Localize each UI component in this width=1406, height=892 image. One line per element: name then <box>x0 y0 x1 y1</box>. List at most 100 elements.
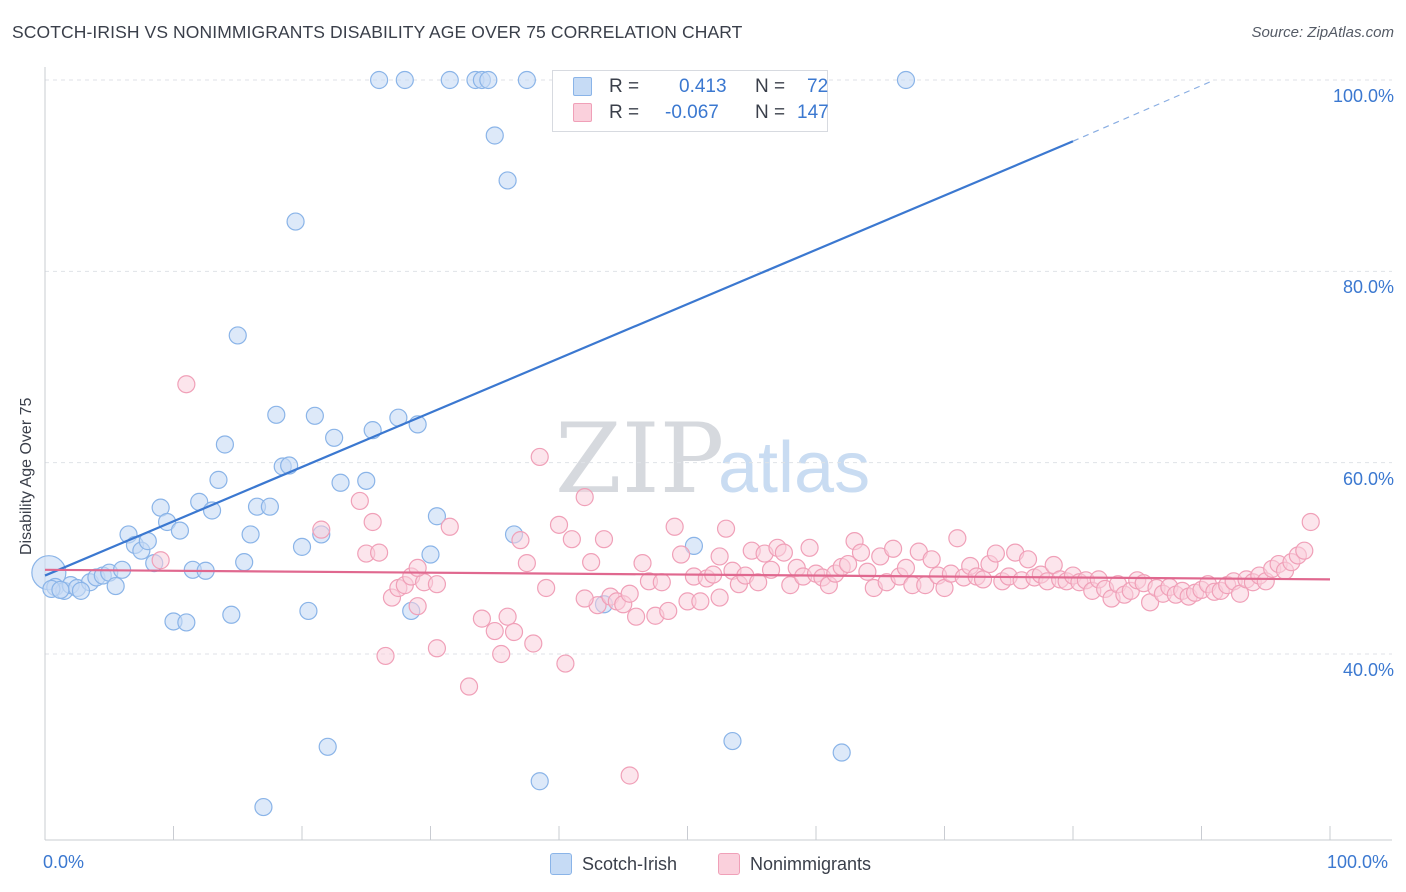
nonimmigrants-point <box>896 558 916 578</box>
scotch-irish-point <box>357 471 376 490</box>
nonimmigrants-point <box>427 639 447 658</box>
scotch-irish-point <box>723 731 742 751</box>
nonimmigrants-point <box>537 578 556 598</box>
nonimmigrants-point <box>151 551 170 570</box>
nonimmigrants-point <box>530 447 549 467</box>
scotch-irish-point <box>325 428 344 447</box>
scotch-irish-trend-line <box>44 140 1074 577</box>
scotch-irish-swatch <box>550 853 572 875</box>
trend-lines <box>44 79 1331 581</box>
nonimmigrants-point <box>575 488 594 507</box>
nonimmigrants-point <box>1018 550 1038 569</box>
y-tick-label: 80.0% <box>1342 277 1394 298</box>
nonimmigrants-point <box>691 592 710 611</box>
scotch-irish-point <box>684 536 704 555</box>
nonimmigrants-swatch <box>718 853 740 875</box>
nonimmigrants-trend-line <box>44 568 1331 581</box>
scotch-irish-point <box>440 70 459 90</box>
scotch-irish-point <box>331 473 350 492</box>
scotch-irish-point <box>106 576 125 596</box>
series-scotch-irish-points <box>31 70 916 817</box>
scotch-irish-point <box>71 581 91 600</box>
scotch-irish-point <box>305 406 324 425</box>
x-tick-label-max: 100.0% <box>1327 852 1389 872</box>
y-tick-label: 40.0% <box>1342 660 1394 680</box>
nonimmigrants-point <box>665 517 684 536</box>
nonimmigrants-point <box>1295 541 1314 560</box>
nonimmigrants-point <box>749 573 768 592</box>
nonimmigrants-point <box>408 558 427 578</box>
nonimmigrants-point <box>659 601 678 621</box>
watermark-atlas: atlas <box>718 428 870 508</box>
nonimmigrants-point <box>973 570 993 589</box>
nonimmigrants-point <box>177 375 196 394</box>
y-tick-label: 100.0% <box>1332 86 1394 106</box>
nonimmigrants-point <box>594 530 614 549</box>
scotch-irish-point <box>517 70 536 90</box>
scotch-irish-swatch <box>573 77 592 96</box>
legend-label: Scotch-Irish <box>582 853 678 874</box>
nonimmigrants-point <box>504 622 524 642</box>
scotch-irish-point <box>241 525 260 544</box>
nonimmigrants-point <box>549 515 569 534</box>
nonimmigrants-point <box>800 538 819 557</box>
nonimmigrants-point <box>440 517 459 536</box>
n-value: 147 <box>797 102 829 123</box>
nonimmigrants-point <box>485 621 504 641</box>
nonimmigrants-point <box>716 519 736 538</box>
scotch-irish-point <box>395 70 414 90</box>
chart-title: SCOTCH-IRISH VS NONIMMIGRANTS DISABILITY… <box>12 22 743 42</box>
nonimmigrants-point <box>781 576 800 595</box>
nonimmigrants-point <box>948 529 967 548</box>
scotch-irish-point <box>530 772 549 791</box>
nonimmigrants-point <box>472 609 491 628</box>
nonimmigrants-point <box>652 573 671 592</box>
scotch-irish-point <box>299 601 318 621</box>
nonimmigrants-point <box>517 554 536 573</box>
scotch-irish-point <box>170 521 190 540</box>
scotch-irish-point <box>260 497 279 516</box>
scotch-irish-point <box>51 580 70 600</box>
nonimmigrants-point <box>839 554 858 574</box>
nonimmigrants-point <box>498 607 517 626</box>
scotch-irish-point <box>222 605 241 624</box>
nonimmigrants-point <box>312 520 331 539</box>
axes <box>44 67 1392 841</box>
r-value: 0.413 <box>679 76 727 97</box>
nonimmigrants-point <box>633 554 652 573</box>
nonimmigrants-point <box>620 584 639 603</box>
nonimmigrants-point <box>408 597 427 616</box>
scotch-irish-point <box>215 435 234 454</box>
nonimmigrants-point <box>350 491 369 511</box>
nonimmigrants-point <box>575 589 594 608</box>
r-label: R = <box>609 76 640 97</box>
nonimmigrants-point <box>376 646 395 666</box>
scotch-irish-point <box>235 553 254 572</box>
nonimmigrants-point <box>986 544 1006 563</box>
stats-legend: R = 0.413 N = 72 R = -0.067 N = 147 <box>552 70 829 132</box>
nonimmigrants-swatch <box>573 103 592 122</box>
scotch-irish-point <box>485 126 504 145</box>
scotch-irish-trend-extension <box>1072 79 1215 142</box>
y-tick-label: 60.0% <box>1342 468 1394 489</box>
legend-item-nonimmigrants: Nonimmigrants <box>718 852 871 876</box>
nonimmigrants-point <box>851 543 871 562</box>
nonimmigrants-point <box>774 543 793 562</box>
scotch-irish-point <box>292 537 312 556</box>
scotch-irish-point <box>254 797 273 817</box>
nonimmigrants-point <box>620 766 639 785</box>
legend-label: Nonimmigrants <box>750 853 872 874</box>
watermark: ZIP atlas <box>555 403 870 515</box>
nonimmigrants-point <box>427 575 447 594</box>
scotch-irish-point <box>479 70 498 90</box>
nonimmigrants-point <box>562 530 581 549</box>
nonimmigrants-point <box>858 562 877 581</box>
n-label: N = <box>755 76 786 97</box>
nonimmigrants-point <box>492 644 511 664</box>
nonimmigrants-point <box>761 560 781 579</box>
y-axis-label: Disability Age Over 75 <box>18 397 35 555</box>
scotch-irish-point <box>427 507 447 526</box>
nonimmigrants-point <box>363 512 382 532</box>
scotch-irish-point <box>228 326 247 345</box>
